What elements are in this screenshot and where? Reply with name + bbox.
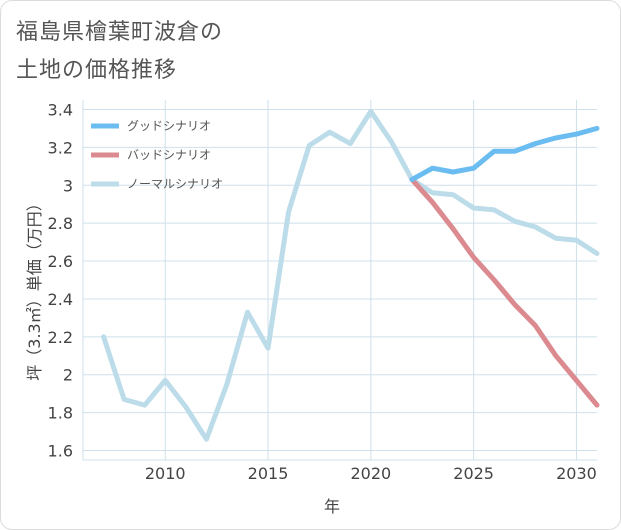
legend-label: ノーマルシナリオ [127, 177, 223, 191]
series-line-2 [101, 108, 600, 442]
y-tick-label: 2.8 [48, 214, 73, 233]
series-line-1 [409, 177, 600, 408]
y-axis-ticks: 1.6 1.8 2 2.2 2.4 2.6 2.8 3 3.2 3.4 [48, 100, 73, 460]
series-line-0 [409, 125, 600, 183]
y-axis-title: 坪（3.3㎡）単価（万円） [25, 195, 44, 380]
grid-lines [82, 100, 597, 461]
chart-title: 福島県檜葉町波倉の 土地の価格推移 [16, 14, 223, 90]
x-tick-label: 2025 [453, 464, 494, 483]
y-tick-label: 2.6 [48, 252, 73, 271]
x-tick-label: 2015 [248, 464, 289, 483]
y-tick-label: 3 [63, 176, 73, 195]
y-tick-label: 2.4 [48, 290, 73, 309]
legend-label: バッドシナリオ [127, 148, 211, 162]
chart-title-line-2: 土地の価格推移 [16, 58, 178, 83]
x-tick-label: 2010 [145, 464, 186, 483]
y-tick-label: 3.2 [48, 138, 73, 157]
legend-label: グッドシナリオ [127, 119, 211, 133]
y-tick-label: 1.6 [48, 442, 73, 461]
x-axis-ticks: 2010 2015 2020 2025 2030 [145, 464, 597, 483]
y-tick-label: 2.2 [48, 328, 73, 347]
series-lines [101, 108, 600, 442]
y-tick-label: 1.8 [48, 404, 73, 423]
x-axis-title: 年 [324, 497, 340, 516]
y-tick-label: 2 [63, 366, 73, 385]
x-tick-label: 2030 [556, 464, 597, 483]
chart-title-line-1: 福島県檜葉町波倉の [16, 20, 224, 45]
y-tick-label: 3.4 [48, 100, 73, 119]
x-tick-label: 2020 [350, 464, 391, 483]
